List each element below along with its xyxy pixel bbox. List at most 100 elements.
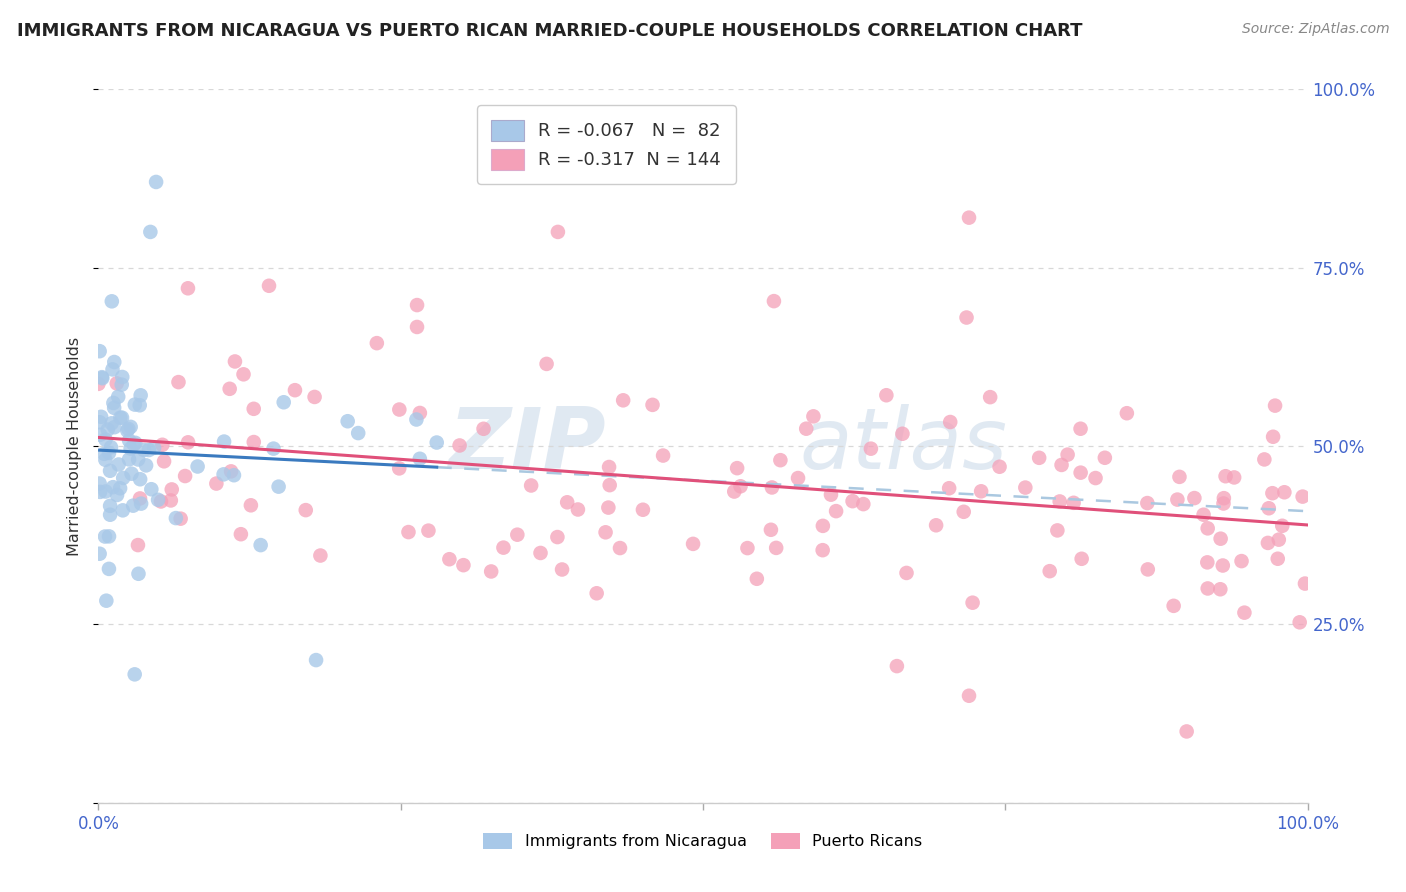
Point (336, 414, 359, 428)
Text: IMMIGRANTS FROM NICARAGUA VS PUERTO RICAN MARRIED-COUPLE HOUSEHOLDS CORRELATION : IMMIGRANTS FROM NICARAGUA VS PUERTO RICA… (17, 22, 1083, 40)
Point (212, 467, 235, 482)
Point (1192, 508, 1215, 522)
Point (145, 175, 167, 189)
Point (111, 377, 134, 392)
Point (101, 294, 124, 309)
Point (89, 415, 111, 429)
Point (232, 368, 254, 382)
Point (1163, 599, 1185, 613)
Point (536, 357, 558, 371)
Point (96, 593, 118, 607)
Point (124, 398, 146, 412)
Point (1050, 458, 1073, 472)
Point (405, 412, 427, 426)
Point (1253, 452, 1275, 467)
Point (765, 541, 787, 555)
Point (212, 434, 235, 449)
Point (1223, 470, 1246, 484)
Point (472, 422, 495, 436)
Point (551, 562, 574, 576)
Point (957, 689, 980, 703)
Point (177, 281, 200, 295)
Point (1084, 471, 1107, 485)
Point (153, 454, 176, 468)
Point (859, 442, 882, 456)
Point (112, 471, 135, 485)
Point (529, 546, 551, 560)
Point (165, 511, 187, 525)
Point (585, 586, 607, 600)
Point (1046, 524, 1069, 538)
Point (129, 472, 152, 486)
Point (811, 519, 834, 533)
Point (304, 390, 326, 404)
Point (229, 527, 252, 541)
Point (117, 424, 139, 438)
Point (1212, 491, 1234, 505)
Point (1291, 490, 1313, 504)
Text: atlas: atlas (800, 404, 1008, 488)
Point (273, 395, 295, 409)
Legend: Immigrants from Nicaragua, Puerto Ricans: Immigrants from Nicaragua, Puerto Ricans (477, 826, 929, 855)
Point (938, 481, 960, 495)
Point (111, 370, 134, 384)
Point (242, 435, 264, 450)
Point (141, 482, 163, 496)
Point (187, 459, 209, 474)
Point (1215, 469, 1237, 483)
Point (979, 390, 1001, 404)
Point (263, 442, 285, 456)
Point (1070, 466, 1092, 480)
Point (1294, 576, 1316, 591)
Point (612, 393, 634, 408)
Point (239, 498, 262, 512)
Point (160, 493, 183, 508)
Point (952, 505, 974, 519)
Point (222, 468, 245, 483)
Point (98, 508, 121, 522)
Point (409, 406, 432, 420)
Point (759, 523, 782, 537)
Point (811, 543, 834, 558)
Point (1136, 562, 1159, 576)
Point (723, 484, 745, 499)
Point (875, 388, 897, 402)
Point (174, 469, 197, 483)
Point (124, 435, 146, 450)
Y-axis label: Married-couple Households: Married-couple Households (67, 336, 83, 556)
Point (453, 558, 475, 573)
Point (110, 410, 132, 425)
Point (1070, 422, 1092, 436)
Point (139, 225, 162, 239)
Point (652, 449, 675, 463)
Point (100, 440, 122, 454)
Point (730, 479, 752, 493)
Point (205, 476, 228, 491)
Point (598, 460, 620, 475)
Point (962, 596, 984, 610)
Point (101, 480, 124, 494)
Point (105, 376, 128, 391)
Point (90, 370, 112, 384)
Point (90, 409, 112, 424)
Point (567, 502, 589, 516)
Point (91, 371, 114, 385)
Point (366, 336, 388, 351)
Point (957, 211, 980, 225)
Point (595, 525, 617, 540)
Point (135, 458, 157, 473)
Point (124, 667, 146, 681)
Point (794, 422, 817, 436)
Point (1136, 496, 1159, 510)
Point (108, 481, 131, 495)
Point (1271, 518, 1294, 533)
Point (1028, 450, 1050, 465)
Point (127, 538, 149, 552)
Point (841, 494, 863, 508)
Point (120, 442, 142, 456)
Point (98, 529, 121, 543)
Point (138, 442, 160, 457)
Point (169, 511, 191, 525)
Point (1257, 501, 1279, 516)
Point (1197, 521, 1219, 535)
